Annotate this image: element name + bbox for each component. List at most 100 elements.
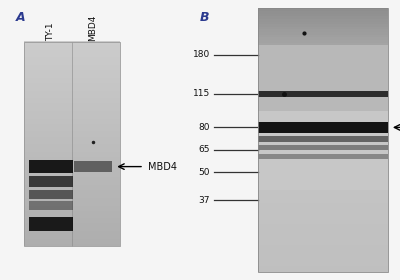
- Bar: [24, 64, 120, 67]
- Bar: [24, 90, 120, 93]
- Bar: [258, 142, 388, 145]
- Bar: [24, 192, 120, 195]
- Text: 180: 180: [193, 50, 210, 59]
- Bar: [258, 194, 388, 198]
- Bar: [24, 225, 120, 228]
- Bar: [258, 252, 388, 256]
- Bar: [24, 197, 120, 200]
- Bar: [24, 69, 120, 73]
- Bar: [258, 150, 388, 153]
- Bar: [258, 50, 388, 53]
- Bar: [258, 66, 388, 69]
- Bar: [258, 192, 388, 195]
- Bar: [24, 133, 120, 137]
- Bar: [24, 62, 120, 65]
- Bar: [24, 80, 120, 83]
- Bar: [24, 157, 120, 160]
- Bar: [258, 242, 388, 245]
- Bar: [24, 42, 120, 246]
- Bar: [258, 171, 388, 174]
- Bar: [24, 241, 120, 244]
- Bar: [24, 230, 120, 234]
- Bar: [24, 195, 120, 198]
- Bar: [258, 89, 388, 93]
- Bar: [258, 21, 388, 24]
- Bar: [258, 60, 388, 64]
- Bar: [24, 92, 120, 96]
- Bar: [24, 210, 120, 213]
- Bar: [258, 218, 388, 221]
- Bar: [258, 102, 388, 106]
- Bar: [24, 85, 120, 88]
- Text: MBD4: MBD4: [148, 162, 177, 172]
- Bar: [24, 205, 120, 208]
- Bar: [24, 116, 120, 119]
- Text: 50: 50: [198, 168, 210, 177]
- Bar: [29, 201, 73, 210]
- Bar: [258, 184, 388, 187]
- Bar: [258, 136, 388, 142]
- Bar: [258, 189, 388, 193]
- Bar: [258, 244, 388, 248]
- Bar: [258, 168, 388, 172]
- Bar: [24, 149, 120, 152]
- Bar: [258, 108, 388, 111]
- Bar: [24, 95, 120, 98]
- Bar: [258, 123, 388, 127]
- Bar: [258, 139, 388, 143]
- Bar: [258, 260, 388, 264]
- Bar: [258, 45, 388, 48]
- Bar: [24, 202, 120, 206]
- Bar: [258, 200, 388, 203]
- Bar: [258, 231, 388, 235]
- Bar: [258, 165, 388, 169]
- Bar: [258, 91, 388, 97]
- Bar: [258, 144, 388, 148]
- Bar: [24, 72, 120, 75]
- Bar: [24, 164, 120, 167]
- Text: 37: 37: [198, 196, 210, 205]
- Bar: [258, 8, 388, 11]
- Text: MBD4: MBD4: [89, 14, 98, 41]
- Bar: [258, 213, 388, 216]
- Bar: [258, 8, 388, 272]
- Bar: [258, 94, 388, 98]
- Bar: [258, 34, 388, 37]
- Bar: [24, 139, 120, 142]
- Bar: [24, 238, 120, 241]
- Bar: [24, 179, 120, 183]
- Bar: [29, 160, 73, 173]
- Bar: [258, 39, 388, 43]
- Bar: [258, 265, 388, 269]
- Bar: [24, 218, 120, 221]
- Bar: [24, 87, 120, 90]
- Bar: [24, 167, 120, 170]
- Text: B: B: [200, 11, 210, 24]
- Bar: [258, 47, 388, 50]
- Bar: [258, 202, 388, 206]
- Bar: [24, 59, 120, 62]
- Bar: [24, 105, 120, 108]
- Bar: [24, 44, 120, 47]
- Bar: [24, 108, 120, 111]
- Bar: [24, 128, 120, 131]
- Bar: [74, 161, 112, 172]
- Bar: [24, 151, 120, 155]
- Bar: [258, 263, 388, 266]
- Bar: [258, 122, 388, 133]
- Bar: [258, 154, 388, 159]
- Bar: [24, 123, 120, 126]
- Bar: [258, 110, 388, 114]
- Bar: [24, 228, 120, 231]
- Bar: [258, 13, 388, 16]
- Bar: [258, 207, 388, 211]
- Bar: [258, 155, 388, 158]
- Bar: [258, 100, 388, 103]
- Bar: [24, 67, 120, 70]
- Bar: [24, 121, 120, 124]
- Bar: [258, 42, 388, 45]
- Bar: [258, 229, 388, 232]
- Bar: [258, 160, 388, 164]
- Bar: [258, 158, 388, 161]
- Bar: [24, 144, 120, 147]
